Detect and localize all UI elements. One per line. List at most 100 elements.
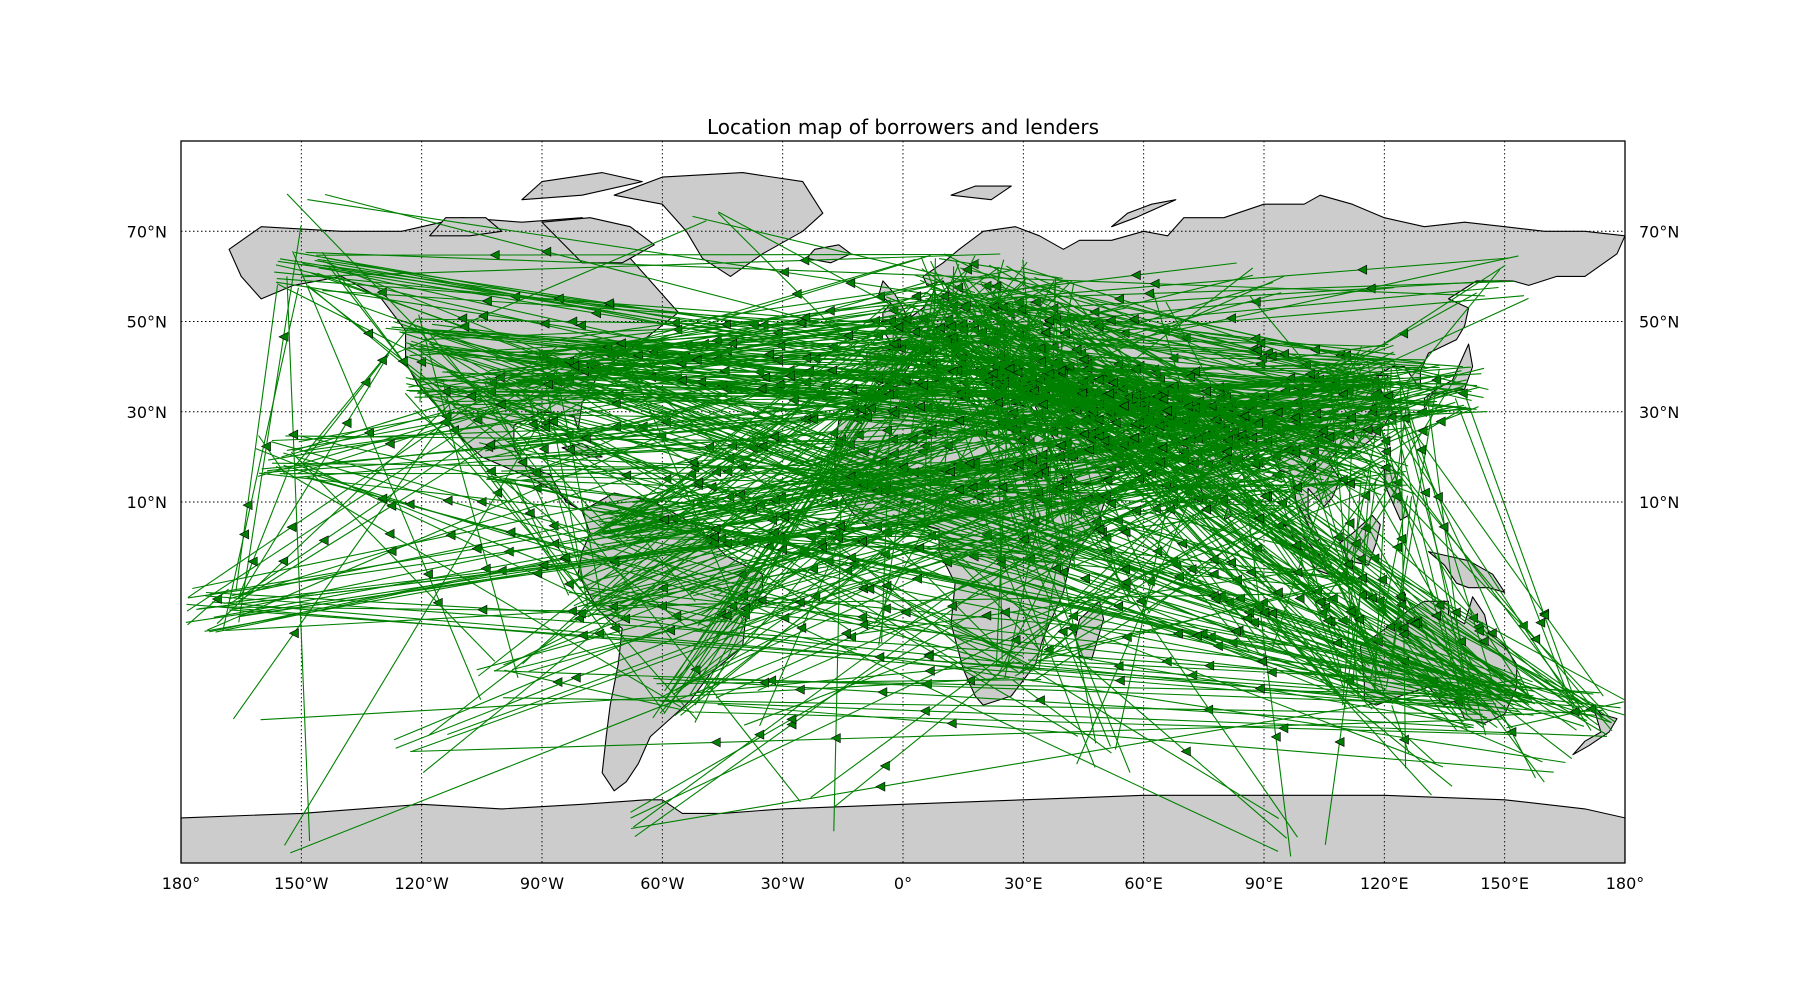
flow-arrow-marker	[824, 305, 835, 316]
flow-line	[612, 523, 1325, 588]
flow-arrow-marker	[944, 466, 955, 477]
flow-line	[884, 321, 935, 340]
flow-arrow-marker	[886, 316, 897, 327]
flow-arrow-marker	[1355, 553, 1366, 564]
flow-line	[680, 401, 1068, 716]
flow-arrow-marker	[1278, 348, 1289, 359]
flow-arrow-marker	[1143, 288, 1154, 299]
flow-line	[494, 373, 1098, 672]
flow-arrow-marker	[1161, 656, 1172, 667]
flow-line	[270, 441, 1024, 657]
flow-arrow-marker	[1396, 533, 1407, 544]
flow-line	[422, 332, 1094, 400]
flow-line	[237, 354, 390, 600]
flow-arrow-marker	[843, 330, 854, 341]
flow-line	[414, 410, 688, 628]
flow-arrow-marker	[1079, 429, 1090, 440]
flow-arrow-marker	[1180, 746, 1191, 757]
flow-arrow-marker	[786, 714, 797, 725]
flow-line	[962, 277, 1130, 602]
flow-arrow-marker	[1419, 487, 1430, 498]
flow-line	[1033, 426, 1348, 555]
flow-line	[1391, 705, 1410, 754]
flow-line	[659, 700, 1607, 737]
flow-line	[926, 527, 1287, 839]
chart-title: Location map of borrowers and lenders	[707, 115, 1099, 139]
flow-line	[396, 220, 707, 354]
flow-arrow-marker	[1099, 435, 1110, 446]
flow-line	[717, 211, 902, 312]
flow-line	[1329, 388, 1360, 699]
flow-arrow-marker	[691, 355, 702, 366]
flow-line	[237, 468, 290, 598]
flow-arrow-marker	[1064, 361, 1075, 372]
flow-arrow-marker	[964, 458, 975, 469]
flow-arrow-marker	[422, 569, 433, 580]
flow-arrow-marker	[564, 356, 575, 367]
flow-line	[1273, 427, 1352, 461]
flow-arrow-marker	[1289, 412, 1300, 423]
flow-line	[529, 389, 1530, 700]
flow-line	[540, 327, 969, 357]
flow-arrow-marker	[445, 530, 456, 541]
flow-line	[297, 367, 627, 474]
flow-line	[425, 328, 801, 803]
flow-arrow-marker	[1013, 459, 1024, 470]
flow-arrow-marker	[1055, 440, 1066, 451]
flow-arrow-marker	[524, 508, 535, 519]
flow-line	[222, 287, 300, 631]
flow-line	[585, 299, 891, 364]
flow-arrow-marker	[1103, 388, 1114, 399]
flow-arrow-marker	[1432, 491, 1443, 502]
flow-arrow-marker	[658, 514, 669, 525]
flow-arrow-marker	[794, 684, 805, 695]
flow-arrow-marker	[485, 439, 496, 450]
flow-arrow-marker	[1383, 390, 1394, 401]
landmass-iceland	[806, 244, 852, 264]
flow-line	[630, 479, 1206, 813]
latitude-tick-label-right: 30°N	[1639, 403, 1679, 422]
flow-arrow-marker	[784, 370, 795, 381]
flow-arrow-marker	[987, 368, 998, 379]
flow-arrow-marker	[1200, 386, 1211, 397]
flow-line	[560, 368, 1065, 414]
flow-arrow-marker	[1114, 675, 1125, 686]
flow-line	[1151, 397, 1368, 410]
flow-arrow-marker	[877, 687, 888, 698]
flow-line	[305, 251, 1485, 297]
flow-line	[694, 381, 874, 706]
flow-line	[1068, 516, 1588, 722]
flow-arrow-marker	[1120, 527, 1131, 538]
flow-arrow-marker	[238, 529, 249, 540]
flow-line	[1312, 475, 1378, 676]
flow-line	[1013, 299, 1040, 336]
flow-arrow-marker	[709, 532, 719, 543]
flow-arrow-marker	[1239, 411, 1250, 422]
flow-line	[1190, 425, 1599, 726]
flow-arrow-marker	[1157, 442, 1168, 453]
flow-line	[1040, 517, 1581, 702]
flow-line	[909, 508, 1043, 653]
flow-line	[406, 383, 1042, 526]
flow-arrow-marker	[1251, 345, 1262, 356]
flow-line	[255, 448, 709, 628]
flow-arrow-marker	[505, 527, 516, 538]
flow-line	[238, 463, 1305, 617]
flow-line	[185, 511, 920, 623]
flow-arrow-marker	[1034, 695, 1045, 706]
latitude-tick-label-right: 70°N	[1639, 222, 1679, 241]
flow-arrow-marker	[442, 495, 453, 506]
flow-arrow-marker	[1040, 327, 1051, 338]
flow-arrow-marker	[1057, 626, 1068, 637]
flow-arrow-marker	[710, 737, 721, 748]
flow-arrow-marker	[603, 298, 614, 309]
flow-arrow-marker	[1398, 734, 1409, 745]
flow-line	[1369, 495, 1409, 680]
flow-arrow-marker	[478, 310, 488, 321]
flow-arrow-marker	[1398, 629, 1409, 640]
flow-line	[514, 480, 570, 596]
flow-line	[300, 364, 941, 452]
flow-line	[1191, 398, 1318, 588]
flow-line	[1209, 477, 1499, 679]
flow-arrow-marker	[609, 622, 620, 633]
